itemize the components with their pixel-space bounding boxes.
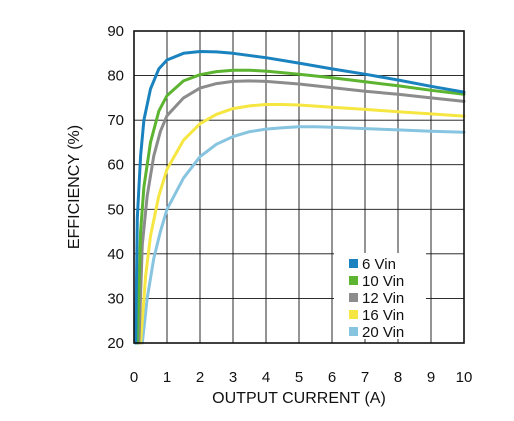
series-line-10-vin: [135, 68, 466, 345]
y-tick-label: 60: [107, 157, 124, 174]
x-axis-title: OUTPUT CURRENT (A): [212, 390, 386, 407]
legend-label: 20 Vin: [362, 324, 404, 341]
y-tick-labels: 20 30 40 50 60 70 80 90: [107, 23, 124, 352]
y-tick-label: 40: [107, 246, 124, 263]
legend-swatch: [349, 310, 358, 319]
legend-label: 16 Vin: [362, 307, 404, 324]
y-tick-label: 80: [107, 68, 124, 85]
series-line-20-vin: [140, 125, 466, 345]
x-tick-label: 6: [328, 369, 336, 386]
legend-swatch: [349, 327, 358, 336]
y-axis-title: EFFICIENCY (%): [66, 125, 83, 249]
series-line-16-vin: [139, 103, 466, 345]
x-tick-label: 1: [163, 369, 171, 386]
series-lines: [134, 50, 466, 345]
y-tick-label: 70: [107, 112, 124, 129]
legend-label: 10 Vin: [362, 273, 404, 290]
y-tick-label: 20: [107, 335, 124, 352]
y-tick-label: 90: [107, 23, 124, 40]
x-tick-label: 3: [229, 369, 237, 386]
plot-frame: [133, 30, 465, 344]
x-tick-label: 0: [130, 369, 138, 386]
x-tick-label: 10: [456, 369, 473, 386]
x-tick-label: 9: [427, 369, 435, 386]
x-tick-label: 7: [361, 369, 369, 386]
series-line-6-vin: [134, 50, 466, 345]
legend-label: 6 Vin: [362, 256, 396, 273]
legend-swatch: [349, 259, 358, 268]
x-tick-label: 5: [295, 369, 303, 386]
y-tick-label: 50: [107, 201, 124, 218]
x-tick-label: 4: [262, 369, 270, 386]
x-tick-label: 8: [394, 369, 402, 386]
legend-swatch: [349, 293, 358, 302]
series-line-12-vin: [137, 79, 466, 345]
legend-swatch: [349, 276, 358, 285]
x-tick-labels: 0 1 2 3 4 5 6 7 8 9 10: [130, 369, 473, 386]
legend-label: 12 Vin: [362, 290, 404, 307]
x-tick-label: 2: [196, 369, 204, 386]
y-tick-label: 30: [107, 290, 124, 307]
